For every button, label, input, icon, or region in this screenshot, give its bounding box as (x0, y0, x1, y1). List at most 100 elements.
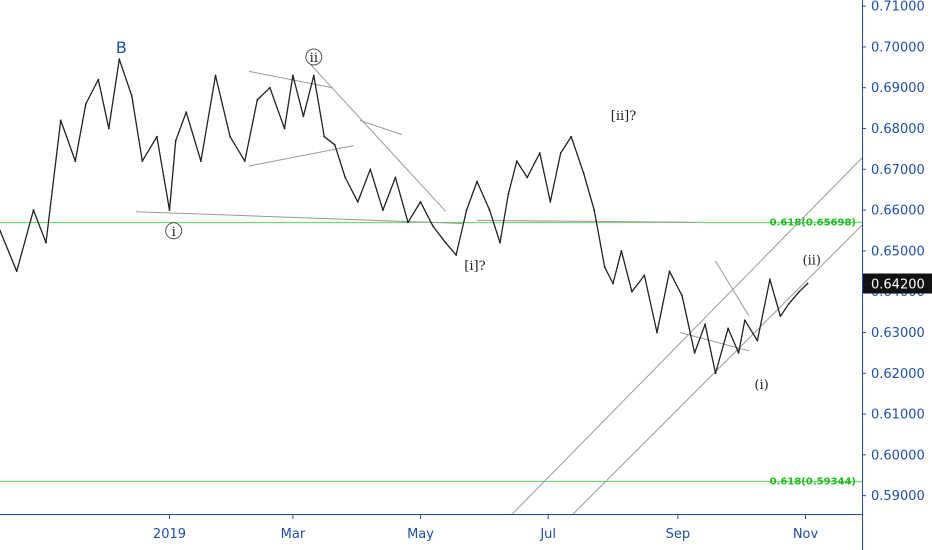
price-point-28 (344, 176, 347, 179)
price-point-44 (526, 176, 529, 179)
price-point-25 (312, 74, 315, 77)
price-point-23 (292, 74, 294, 77)
price-point-62 (727, 327, 729, 330)
price-point-32 (394, 176, 397, 179)
price-point-45 (538, 152, 541, 154)
y-tick-label-6: 0.65000 (871, 244, 925, 259)
price-point-53 (620, 249, 623, 252)
current-price-badge (863, 273, 932, 294)
y-tick-label-1: 0.70000 (871, 40, 925, 55)
price-point-22 (283, 127, 286, 130)
price-point-48 (570, 135, 573, 138)
y-tick-label-10: 0.61000 (871, 408, 925, 423)
trend-line-5 (248, 70, 333, 89)
price-point-0 (0, 229, 1, 232)
price-point-50 (593, 209, 596, 211)
price-point-13 (168, 209, 171, 211)
trend-line-1 (307, 60, 447, 212)
y-tick-label-11: 0.60000 (871, 448, 925, 463)
price-point-1 (15, 270, 18, 273)
price-point-64 (743, 319, 746, 322)
y-tick-label-4: 0.67000 (871, 163, 925, 178)
price-point-46 (549, 201, 552, 203)
trend-line-2 (505, 157, 863, 521)
x-tick-label-5: Nov (793, 527, 819, 542)
price-point-24 (302, 115, 305, 118)
wave-label-i-1-circle (165, 222, 183, 240)
price-point-31 (381, 209, 384, 211)
wave-label-ii-4: [ii]? (611, 109, 636, 124)
price-point-15 (185, 111, 188, 114)
price-point-39 (476, 180, 478, 183)
price-point-27 (333, 143, 336, 146)
x-tick-label-0: 2019 (153, 527, 186, 542)
price-point-2 (32, 209, 35, 211)
price-point-38 (465, 209, 468, 211)
y-tick-label-9: 0.62000 (871, 367, 925, 382)
price-point-3 (45, 241, 47, 244)
price-point-66 (769, 278, 771, 281)
price-point-29 (356, 201, 359, 203)
price-point-43 (515, 160, 518, 163)
price-point-47 (559, 152, 562, 154)
price-point-9 (118, 58, 121, 61)
fib-label-1: 0.618(0.59344) (770, 477, 856, 488)
price-point-18 (229, 135, 232, 138)
wave-label-B-0: B (116, 38, 127, 57)
price-point-20 (256, 99, 259, 101)
price-point-36 (444, 241, 447, 244)
price-point-69 (798, 290, 801, 293)
x-axis-panel (0, 514, 862, 550)
price-point-61 (714, 372, 717, 375)
price-point-11 (141, 160, 144, 163)
x-tick-label-3: Jul (539, 527, 556, 542)
price-point-65 (756, 339, 759, 342)
wave-label-i-3: [i]? (464, 259, 485, 274)
y-tick-label-3: 0.68000 (871, 122, 925, 137)
fib-label-0: 0.618(0.65698) (770, 217, 856, 228)
price-point-58 (681, 294, 683, 297)
price-point-17 (214, 74, 217, 77)
wave-label-i-1: i (172, 225, 176, 240)
price-point-8 (107, 127, 110, 130)
price-point-70 (806, 282, 809, 285)
price-point-42 (507, 192, 510, 195)
price-point-30 (369, 168, 372, 171)
trend-line-3 (566, 224, 863, 521)
price-point-54 (630, 290, 633, 293)
trend-line-7 (679, 331, 750, 352)
price-point-63 (737, 351, 740, 354)
price-point-35 (432, 225, 434, 228)
price-point-12 (156, 135, 158, 138)
x-tick-label-1: Mar (281, 527, 306, 542)
price-point-33 (407, 221, 409, 224)
x-tick-label-2: May (407, 527, 434, 542)
trend-line-4 (477, 219, 697, 223)
price-point-41 (499, 241, 501, 244)
price-point-55 (643, 274, 646, 277)
x-tick-label-4: Sep (666, 527, 691, 542)
y-tick-label-12: 0.59000 (871, 489, 925, 504)
y-tick-label-2: 0.69000 (871, 81, 925, 96)
y-tick-label-8: 0.63000 (871, 326, 925, 341)
price-point-59 (693, 351, 696, 354)
price-point-51 (603, 266, 606, 269)
wave-label-i-5: (i) (754, 378, 768, 393)
wave-label-ii-6: (ii) (803, 253, 821, 268)
price-point-7 (97, 78, 100, 81)
trend-line-9 (359, 119, 402, 136)
price-point-10 (130, 94, 133, 97)
price-point-6 (84, 103, 87, 105)
price-point-68 (787, 303, 790, 305)
price-point-56 (656, 331, 658, 334)
price-point-37 (455, 254, 458, 256)
price-point-21 (268, 86, 271, 89)
price-point-57 (668, 270, 671, 273)
plot-area (0, 0, 862, 514)
trend-line-8 (715, 260, 750, 317)
wave-label-ii-2: ii (310, 51, 318, 66)
price-point-49 (582, 172, 585, 175)
price-point-26 (323, 135, 326, 138)
